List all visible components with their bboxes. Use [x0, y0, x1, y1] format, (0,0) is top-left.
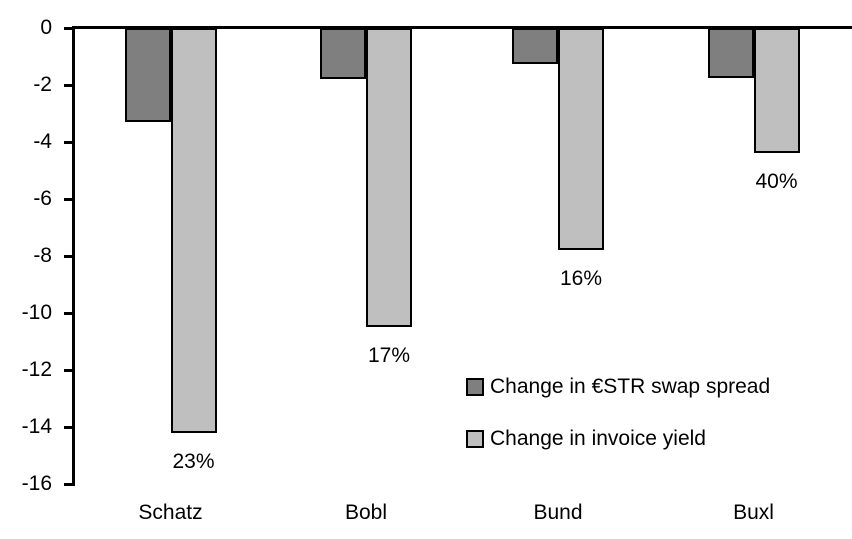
y-axis-tick [64, 140, 73, 144]
category-label-bund: Bund [533, 501, 583, 524]
data-label-buxl: 40% [755, 170, 798, 194]
y-axis-tick [64, 425, 73, 429]
y-axis-tick-label: -2 [33, 73, 52, 96]
data-label-schatz: 23% [172, 449, 215, 473]
bar-bund-swap-spread [512, 28, 558, 64]
y-axis-tick [64, 368, 73, 372]
legend-label-invoice-yield: Change in invoice yield [490, 427, 706, 450]
data-label-bund: 16% [559, 267, 603, 291]
legend-item-swap-spread: Change in €STR swap spread [466, 375, 770, 399]
bar-schatz-swap-spread [124, 28, 171, 123]
x-axis-zero-line [72, 26, 852, 29]
bar-buxl-invoice-yield [753, 28, 800, 154]
y-axis-tick [64, 83, 73, 87]
y-axis-tick [64, 197, 73, 201]
legend-marker-invoice-yield-icon [466, 430, 484, 448]
y-axis-tick-label: -10 [21, 301, 52, 324]
y-axis-tick [64, 311, 73, 315]
legend-item-invoice-yield: Change in invoice yield [466, 427, 770, 451]
data-label-bobl: 17% [367, 344, 411, 368]
legend-marker-swap-spread-icon [466, 378, 484, 396]
bar-bobl-invoice-yield [366, 28, 412, 328]
y-axis-tick-label: -6 [33, 187, 52, 210]
y-axis-tick-label: -14 [21, 415, 52, 438]
legend: Change in €STR swap spread Change in inv… [466, 375, 770, 451]
y-axis-tick [64, 254, 73, 258]
category-label-schatz: Schatz [138, 501, 203, 524]
y-axis-tick [64, 26, 73, 30]
y-axis-tick [64, 482, 73, 486]
y-axis-tick-label: -16 [21, 472, 52, 495]
y-axis-tick-label: -12 [21, 358, 52, 381]
bar-buxl-swap-spread [707, 28, 754, 78]
y-axis-tick-label: -8 [33, 244, 52, 267]
bar-bund-invoice-yield [558, 28, 604, 251]
y-axis-tick-label: 0 [40, 16, 52, 39]
category-label-buxl: Buxl [733, 501, 774, 524]
category-label-bobl: Bobl [344, 501, 388, 524]
y-axis-line [72, 28, 75, 486]
y-axis-tick-label: -4 [33, 130, 52, 153]
bar-schatz-invoice-yield [170, 28, 217, 433]
legend-label-swap-spread: Change in €STR swap spread [490, 375, 771, 398]
bar-bobl-swap-spread [320, 28, 366, 80]
